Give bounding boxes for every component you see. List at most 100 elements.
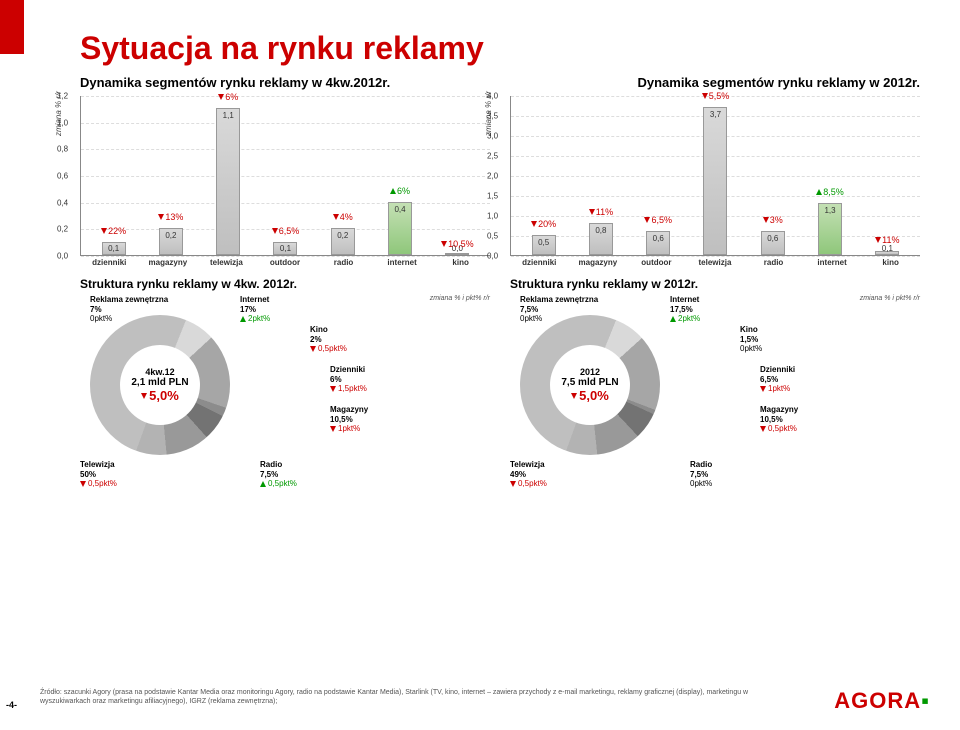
ytick: 2,5	[487, 152, 498, 161]
arrow-down-icon	[875, 237, 881, 243]
callout-pct: 50%	[80, 470, 117, 480]
callout-pct: 6,5%	[760, 375, 795, 385]
bar-pct-label: 11%	[882, 235, 899, 245]
callout-pct: 7,5%	[260, 470, 297, 480]
bar-pct-label: 6%	[397, 186, 410, 196]
xlabel: kino	[441, 258, 481, 267]
callout-pct: 6%	[330, 375, 367, 385]
xlabel: outdoor	[265, 258, 305, 267]
bar	[445, 253, 469, 255]
xlabel: internet	[382, 258, 422, 267]
callout-delta: 0,5pkt%	[768, 424, 797, 434]
bar-col: 0,111%	[867, 96, 907, 255]
bar-pct: 4%	[318, 212, 368, 222]
callout-pct: 2%	[310, 335, 347, 345]
arrow-down-icon	[571, 393, 577, 399]
donut-callout: Internet17,5%2pkt%	[670, 295, 700, 324]
callout-pct: 10,5%	[760, 415, 798, 425]
bar-pct: 6,5%	[260, 226, 310, 236]
callout-delta: 0,5pkt%	[518, 479, 547, 489]
bar-col: 0,16,5%	[265, 96, 305, 255]
callout-pct: 10,5%	[330, 415, 368, 425]
donut-center-period: 2012	[580, 367, 600, 377]
callout-delta: 0,5pkt%	[88, 479, 117, 489]
bar	[703, 107, 727, 255]
arrow-down-icon	[272, 228, 278, 234]
bar-pct-label: 4%	[340, 212, 353, 222]
donut-callout: Kino1,5%0pkt%	[740, 325, 762, 354]
callout-delta: 0pkt%	[690, 479, 712, 489]
callout-label: Magazyny	[330, 405, 368, 415]
arrow-down-icon	[760, 386, 766, 392]
arrow-down-icon	[101, 228, 107, 234]
bar-pct: 11%	[862, 235, 912, 245]
bar-pct: 11%	[576, 207, 626, 217]
donut-delta: 5,0%	[571, 388, 609, 403]
callout-delta: 1,5pkt%	[338, 384, 367, 394]
bar-pct: 20%	[519, 219, 569, 229]
ytick: 0,5	[487, 232, 498, 241]
callout-pct: 1,5%	[740, 335, 762, 345]
arrow-up-icon	[390, 188, 396, 194]
callout-pct: 49%	[510, 470, 547, 480]
arrow-down-icon	[80, 481, 86, 487]
donut-center: 4kw.122,1 mld PLN5,0%	[120, 345, 200, 425]
ytick: 1,0	[57, 118, 68, 127]
bar-pct-label: 6,5%	[279, 226, 300, 236]
callout-delta: 0pkt%	[520, 314, 542, 324]
arrow-down-icon	[644, 217, 650, 223]
bar-value: 0,8	[581, 226, 621, 235]
donut-callout: Kino2%0,5pkt%	[310, 325, 347, 354]
arrow-down-icon	[531, 221, 537, 227]
xlabel: telewizja	[206, 258, 246, 267]
bar-pct: 6%	[203, 92, 253, 102]
callout-delta-row: 2pkt%	[240, 314, 270, 324]
bar-col: 0,46%	[380, 96, 420, 255]
xlabel: kino	[871, 258, 911, 267]
xlabel: internet	[812, 258, 852, 267]
arrow-down-icon	[333, 214, 339, 220]
callout-delta-row: 1,5pkt%	[330, 384, 367, 394]
donut-center-delta: 5,0%	[149, 388, 179, 403]
bar-pct: 3%	[748, 215, 798, 225]
bar-col: 0,63%	[753, 96, 793, 255]
callout-label: Internet	[670, 295, 700, 305]
bar-col: 0,520%	[524, 96, 564, 255]
bar-pct: 22%	[89, 226, 139, 236]
ytick: 1,0	[487, 212, 498, 221]
arrow-down-icon	[218, 94, 224, 100]
subtitle-left: Dynamika segmentów rynku reklamy w 4kw.2…	[80, 75, 390, 90]
bar-chart-right: zmiana % r/r 0,00,51,01,52,02,53,03,54,0…	[510, 96, 920, 267]
xlabel: telewizja	[695, 258, 735, 267]
donut-callout: Telewizja49%0,5pkt%	[510, 460, 547, 489]
bar-value: 0,5	[524, 238, 564, 247]
gridline	[511, 256, 920, 257]
callout-label: Radio	[260, 460, 297, 470]
callout-label: Telewizja	[80, 460, 117, 470]
arrow-up-icon	[240, 316, 246, 322]
bar-col: 0,2 4%	[323, 96, 363, 255]
donut-center-delta: 5,0%	[579, 388, 609, 403]
xlabel: radio	[754, 258, 794, 267]
bar-pct-label: 11%	[596, 207, 613, 217]
bar-value: 0,2	[323, 231, 363, 240]
callout-delta: 1pkt%	[768, 384, 790, 394]
bar-value: 0,1	[94, 244, 134, 253]
arrow-down-icon	[702, 93, 708, 99]
subtitle-right: Dynamika segmentów rynku reklamy w 2012r…	[637, 75, 920, 90]
zmiana-label: zmiana % i pkt% r/r	[860, 295, 920, 302]
arrow-up-icon	[670, 316, 676, 322]
arrow-down-icon	[589, 209, 595, 215]
donut-callout: Radio7,5%0pkt%	[690, 460, 712, 489]
bar-value: 3,7	[695, 110, 735, 119]
callout-label: Internet	[240, 295, 270, 305]
arrow-down-icon	[330, 426, 336, 432]
bar-col: 1,16%	[208, 96, 248, 255]
callout-label: Reklama zewnętrzna	[520, 295, 598, 305]
donut-delta: 5,0%	[141, 388, 179, 403]
bar-col: 0,66,5%	[638, 96, 678, 255]
struct-title-right: Struktura rynku reklamy w 2012r.	[510, 277, 920, 291]
bar-pct-label: 5,5%	[709, 91, 730, 101]
bar-pct-label: 6,5%	[651, 215, 672, 225]
ytick: 0,6	[57, 172, 68, 181]
